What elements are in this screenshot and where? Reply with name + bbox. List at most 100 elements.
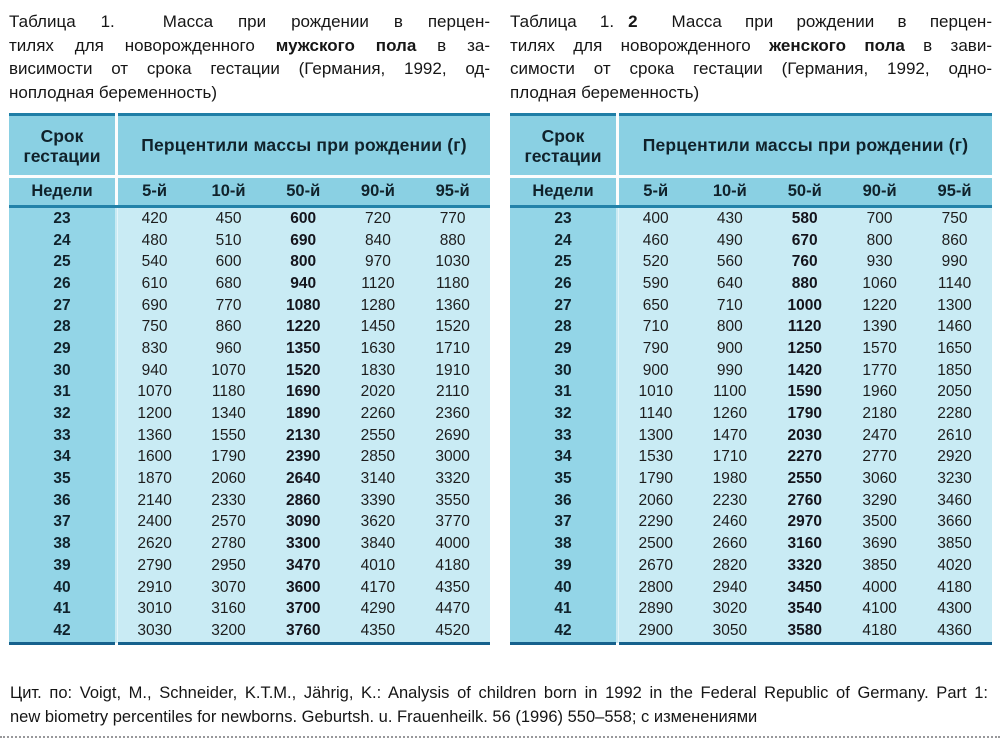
weight-value-cell: 860 [917,229,992,252]
weight-value-cell: 2390 [265,446,341,469]
table-row: 33 1360 1550 2130 2550 2690 [9,424,490,447]
week-cell: 30 [9,359,118,382]
weight-value-cell: 4000 [842,576,918,599]
weight-value-cell: 1850 [917,359,992,382]
weight-value-cell: 2640 [265,468,341,490]
table-row: 29 790 900 1250 1570 1650 [510,338,992,360]
caption-text: ноплодная беременность) [9,82,218,102]
weight-value-cell: 2850 [340,446,416,469]
week-cell: 39 [510,555,619,577]
weight-value-cell: 1390 [842,316,918,339]
weight-value-cell: 1140 [617,403,693,425]
table-row: 27 690 770 1080 1280 1360 [9,294,490,317]
week-cell: 33 [510,424,619,447]
weight-value-cell: 4010 [340,555,416,577]
weight-value-cell: 710 [617,316,693,339]
female-table-header: Срок гестации Перцентили массы при рожде… [510,114,992,208]
caption-line: тилях для новорожденного женского пола в… [510,34,992,58]
caption-text: тилях для новорожденного [510,35,770,55]
weight-value-cell: 580 [767,206,843,230]
caption-line: плодная беременность) [510,81,992,105]
table-row: 37 2290 2460 2970 3500 3660 [510,511,992,534]
weight-value-cell: 4470 [415,598,490,621]
weight-value-cell: 2140 [116,489,192,512]
header-row-group: Срок гестации Перцентили массы при рожде… [510,114,992,178]
weeks-header: Недели [510,176,619,208]
caption-number: 2 [628,12,638,31]
weight-value-cell: 930 [842,251,918,274]
weight-value-cell: 3850 [842,555,918,577]
caption-text: висимости от срока гестации (Германия, 1… [9,59,490,78]
weight-value-cell: 1550 [191,424,266,447]
week-cell: 39 [9,555,118,577]
weight-value-cell: 2260 [340,403,416,425]
weight-value-cell: 2940 [692,576,768,599]
weight-value-cell: 3840 [340,533,416,555]
table-row: 29 830 960 1350 1630 1710 [9,338,490,360]
weight-value-cell: 880 [767,273,843,295]
weight-value-cell: 690 [265,229,341,252]
week-cell: 37 [510,511,619,534]
table-row: 35 1790 1980 2550 3060 3230 [510,468,992,490]
weight-value-cell: 940 [265,273,341,295]
weight-value-cell: 2900 [617,620,693,644]
table-row: 24 480 510 690 840 880 [9,229,490,252]
weight-value-cell: 2500 [617,533,693,555]
week-cell: 24 [510,229,619,252]
weight-value-cell: 2280 [917,403,992,425]
weight-value-cell: 4350 [415,576,490,599]
week-cell: 24 [9,229,118,252]
weight-value-cell: 1080 [265,294,341,317]
week-cell: 37 [9,511,118,534]
weight-value-cell: 2820 [692,555,768,577]
caption-text: тилях для новорожденного [9,35,276,55]
page-edge-line [0,736,1000,738]
weight-value-cell: 3690 [842,533,918,555]
weight-value-cell: 1360 [415,294,490,317]
table-row: 35 1870 2060 2640 3140 3320 [9,468,490,490]
weight-value-cell: 2550 [340,424,416,447]
table-row: 25 540 600 800 970 1030 [9,251,490,274]
weight-value-cell: 680 [191,273,266,295]
female-table-caption: Таблица 1. 2 Масса при рождении в перцен-т… [510,10,992,104]
caption-text: Масса при рождении в перцен- [162,12,490,31]
week-cell: 25 [9,251,118,274]
weight-value-cell: 800 [692,316,768,339]
caption-line: Таблица 1. Масса при рождении в перцен- [9,10,490,34]
weight-value-cell: 3230 [917,468,992,490]
week-cell: 28 [9,316,118,339]
table-row: 24 460 490 670 800 860 [510,229,992,252]
weight-value-cell: 3540 [767,598,843,621]
percentiles-group-header: Перцентили массы при рождении (г) [116,114,490,178]
weight-value-cell: 940 [116,359,192,382]
weight-value-cell: 1120 [767,316,843,339]
caption-text: Цит. по: Voigt, M., Schneider, K.T.M., J… [10,684,988,702]
male-table-header: Срок гестации Перцентили массы при рожде… [9,114,490,208]
week-cell: 28 [510,316,619,339]
percentile-50-header: 50-й [265,176,341,208]
weight-value-cell: 1830 [340,359,416,382]
weight-value-cell: 4170 [340,576,416,599]
caption-text: new biometry percentiles for newborns. G… [10,707,758,726]
weight-value-cell: 1520 [265,359,341,382]
week-cell: 40 [510,576,619,599]
table-row: 36 2140 2330 2860 3390 3550 [9,489,490,512]
table-row: 32 1200 1340 1890 2260 2360 [9,403,490,425]
weight-value-cell: 540 [116,251,192,274]
weight-value-cell: 1770 [842,359,918,382]
table-row: 40 2800 2940 3450 4000 4180 [510,576,992,599]
weight-value-cell: 3020 [692,598,768,621]
weight-value-cell: 1180 [191,381,266,404]
weight-value-cell: 3700 [265,598,341,621]
weight-value-cell: 4520 [415,620,490,644]
weight-value-cell: 1890 [265,403,341,425]
weight-value-cell: 3320 [767,555,843,577]
table-row: 27 650 710 1000 1220 1300 [510,294,992,317]
weight-value-cell: 1220 [265,316,341,339]
weight-value-cell: 1350 [265,338,341,360]
percentile-10-header: 10-й [191,176,266,208]
table-row: 39 2790 2950 3470 4010 4180 [9,555,490,577]
weight-value-cell: 1060 [842,273,918,295]
weight-value-cell: 1470 [692,424,768,447]
week-cell: 26 [510,273,619,295]
